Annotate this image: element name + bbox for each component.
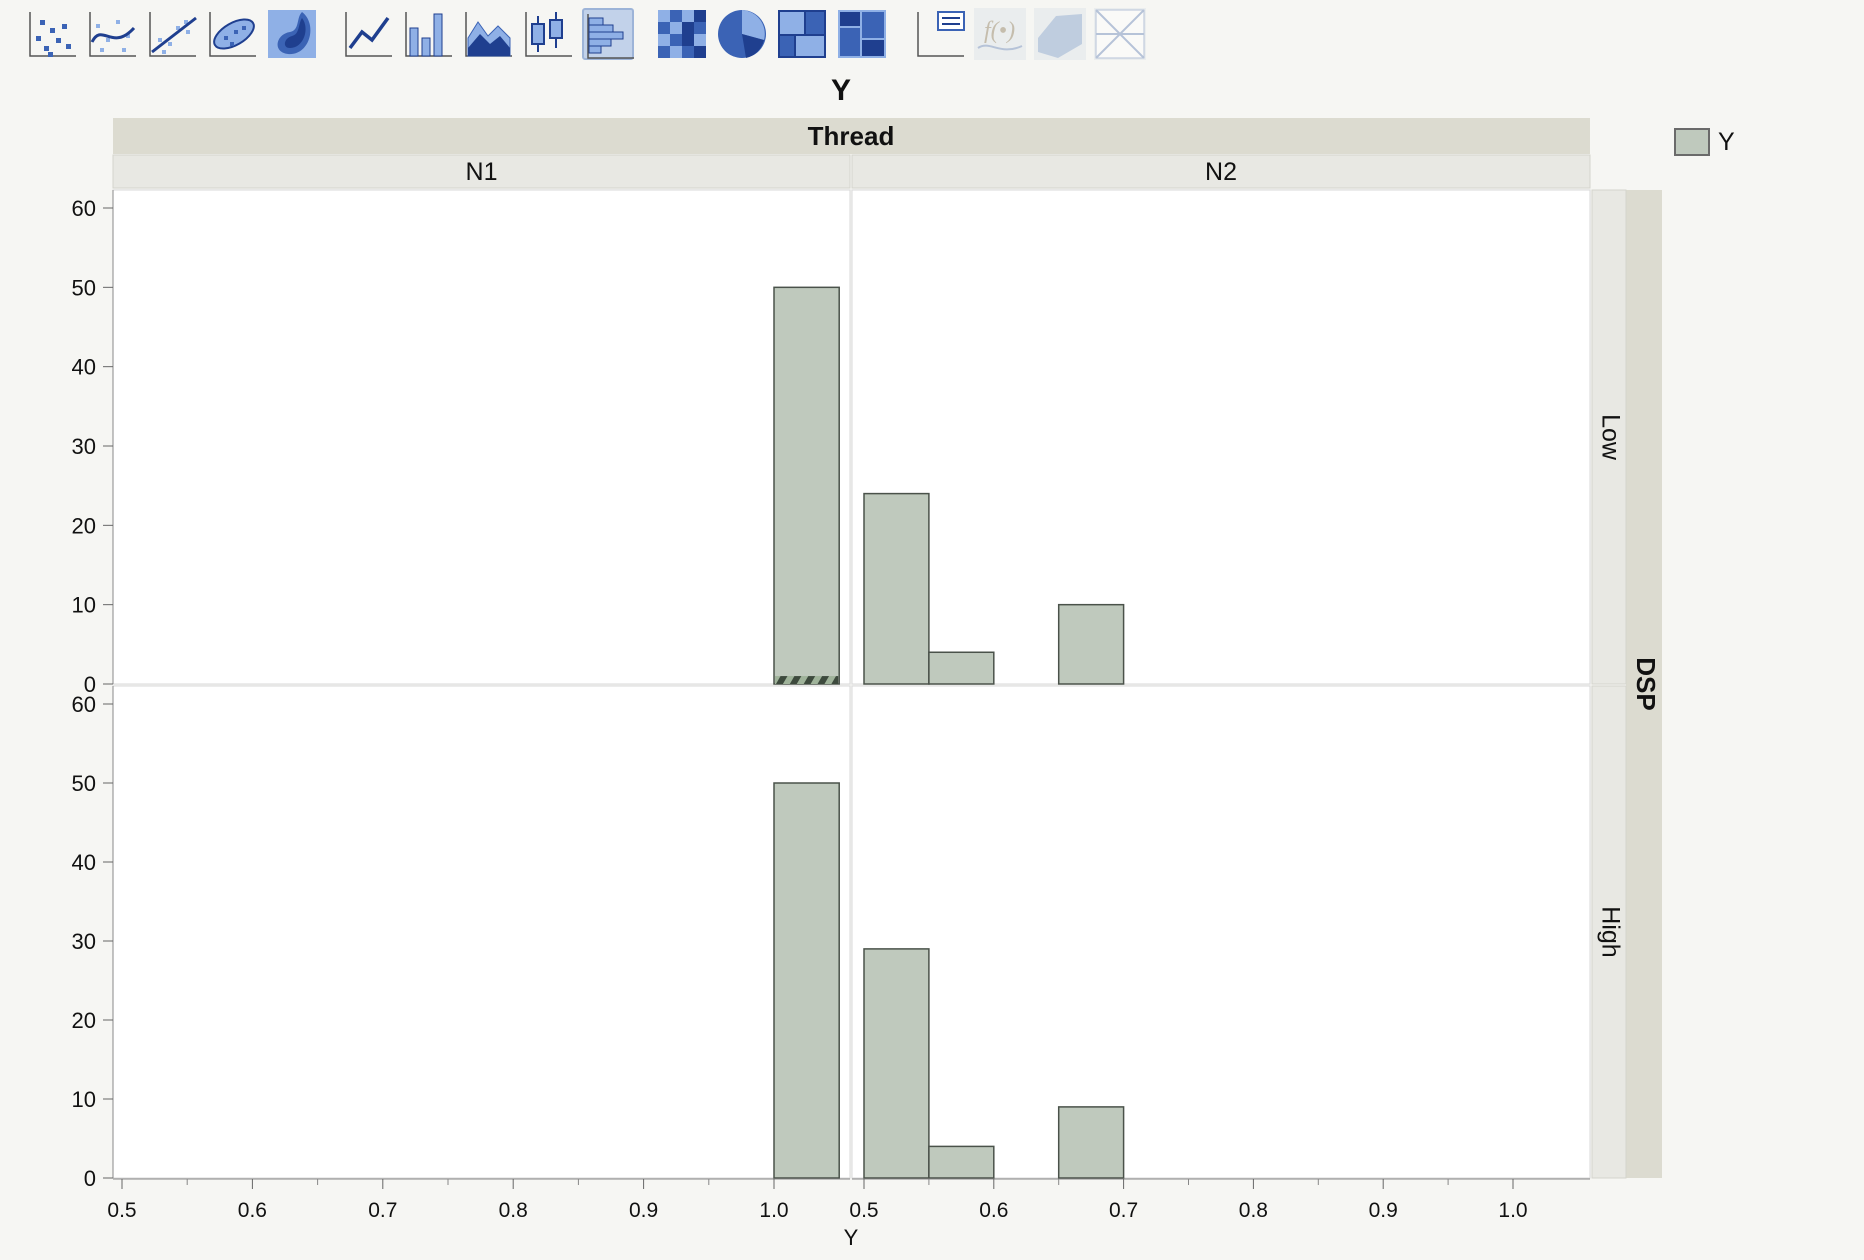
treemap-icon	[778, 10, 826, 58]
x-tick-label: 0.6	[979, 1199, 1008, 1222]
y-tick-label: 30	[72, 929, 96, 954]
line-of-fit-button[interactable]	[146, 8, 198, 60]
histogram-icon	[587, 14, 634, 59]
x-tick-label: 0.9	[629, 1199, 658, 1222]
smoother-icon	[89, 12, 136, 57]
histogram-bar[interactable]	[1057, 603, 1125, 685]
mesh-button[interactable]	[1094, 8, 1146, 60]
y-tick-label: 30	[72, 434, 96, 459]
x-tick-label: 1.0	[1498, 1199, 1527, 1222]
legend-label: Y	[1718, 128, 1735, 156]
y-tick-label: 20	[72, 1008, 96, 1033]
caption-box-button[interactable]	[914, 8, 966, 60]
x-tick-label: 0.5	[849, 1199, 878, 1222]
row-header-high	[1591, 685, 1627, 1179]
x-axis-title: Y	[844, 1225, 859, 1250]
panel-n1-low	[112, 189, 851, 685]
x-tick-label: 1.0	[759, 1199, 788, 1222]
histogram-bar[interactable]	[928, 1145, 995, 1179]
y-tick-label: 40	[72, 355, 96, 380]
x-tick-label: 0.7	[1109, 1199, 1138, 1222]
histogram-bar[interactable]	[863, 948, 930, 1179]
y-tick-label: 60	[72, 196, 96, 221]
column-label-n2: N2	[1205, 158, 1237, 186]
x-tick-label: 0.9	[1369, 1199, 1398, 1222]
histogram-bar[interactable]	[773, 286, 840, 685]
formula-button[interactable]: f(•)	[974, 8, 1026, 60]
x-tick-label: 0.7	[368, 1199, 397, 1222]
dsp-group-title: DSP	[1631, 657, 1661, 710]
row-header-low	[1591, 189, 1627, 685]
mosaic-button[interactable]	[836, 8, 888, 60]
box-plot-button[interactable]	[522, 8, 574, 60]
graph-type-toolbar: f(•)	[26, 6, 1156, 64]
column-header-n1	[112, 154, 851, 189]
thread-group-title: Thread	[808, 121, 895, 151]
y-tick-label: 20	[72, 513, 96, 538]
area-chart-button[interactable]	[462, 8, 514, 60]
x-tick-label: 0.5	[107, 1199, 136, 1222]
points-icon	[29, 12, 76, 57]
mesh-icon	[1095, 9, 1145, 59]
area-chart-icon	[465, 12, 512, 57]
svg-text:f(•): f(•)	[984, 18, 1015, 44]
y-tick-label: 50	[72, 275, 96, 300]
column-label-n1: N1	[466, 158, 498, 186]
heatmap-button[interactable]	[656, 8, 708, 60]
heatmap-icon	[658, 10, 706, 58]
pie-chart-icon	[718, 10, 766, 58]
line-of-fit-icon	[149, 12, 197, 57]
x-tick-label: 0.8	[499, 1199, 528, 1222]
y-tick-label: 0	[84, 672, 96, 697]
parallel-icon	[1038, 14, 1082, 58]
histogram-bar[interactable]	[863, 492, 930, 685]
pie-chart-button[interactable]	[716, 8, 768, 60]
x-tick-label: 0.8	[1239, 1199, 1268, 1222]
line-chart-icon	[345, 12, 392, 57]
ellipse-icon	[209, 12, 256, 57]
y-tick-label: 10	[72, 1087, 96, 1112]
x-tick-label: 0.6	[238, 1199, 267, 1222]
ellipse-button[interactable]	[206, 8, 258, 60]
histogram-bar[interactable]	[1057, 1106, 1125, 1179]
chart-title: Y	[830, 74, 851, 107]
panel-n2-low	[851, 189, 1591, 685]
panel-n1-high	[112, 685, 851, 1179]
y-tick-label: 0	[84, 1166, 96, 1191]
y-tick-label: 10	[72, 593, 96, 618]
parallel-button[interactable]	[1034, 8, 1086, 60]
caption-box-icon	[917, 11, 965, 57]
bar-chart-button[interactable]	[402, 8, 454, 60]
panel-n2-high	[851, 685, 1591, 1179]
dsp-header-bar	[1626, 190, 1662, 1178]
smoother-button[interactable]	[86, 8, 138, 60]
y-tick-label: 50	[72, 771, 96, 796]
treemap-button[interactable]	[776, 8, 828, 60]
line-chart-button[interactable]	[342, 8, 394, 60]
histogram-button[interactable]	[582, 8, 634, 60]
bar-chart-icon	[405, 12, 452, 57]
histogram-bar[interactable]	[773, 782, 840, 1179]
box-plot-icon	[525, 12, 572, 57]
row-label-high: High	[1596, 906, 1624, 957]
mosaic-icon	[838, 10, 886, 58]
points-button[interactable]	[26, 8, 78, 60]
contour-button[interactable]	[266, 8, 318, 60]
histogram-bar-selected	[775, 676, 839, 684]
row-label-low: Low	[1596, 414, 1624, 461]
histogram-bar[interactable]	[928, 651, 995, 685]
y-tick-label: 60	[72, 692, 96, 717]
contour-icon	[268, 10, 316, 58]
legend-swatch	[1674, 128, 1710, 156]
y-tick-label: 40	[72, 850, 96, 875]
column-header-n2	[851, 154, 1591, 189]
thread-header-bar	[113, 118, 1590, 154]
formula-icon: f(•)	[977, 18, 1023, 51]
